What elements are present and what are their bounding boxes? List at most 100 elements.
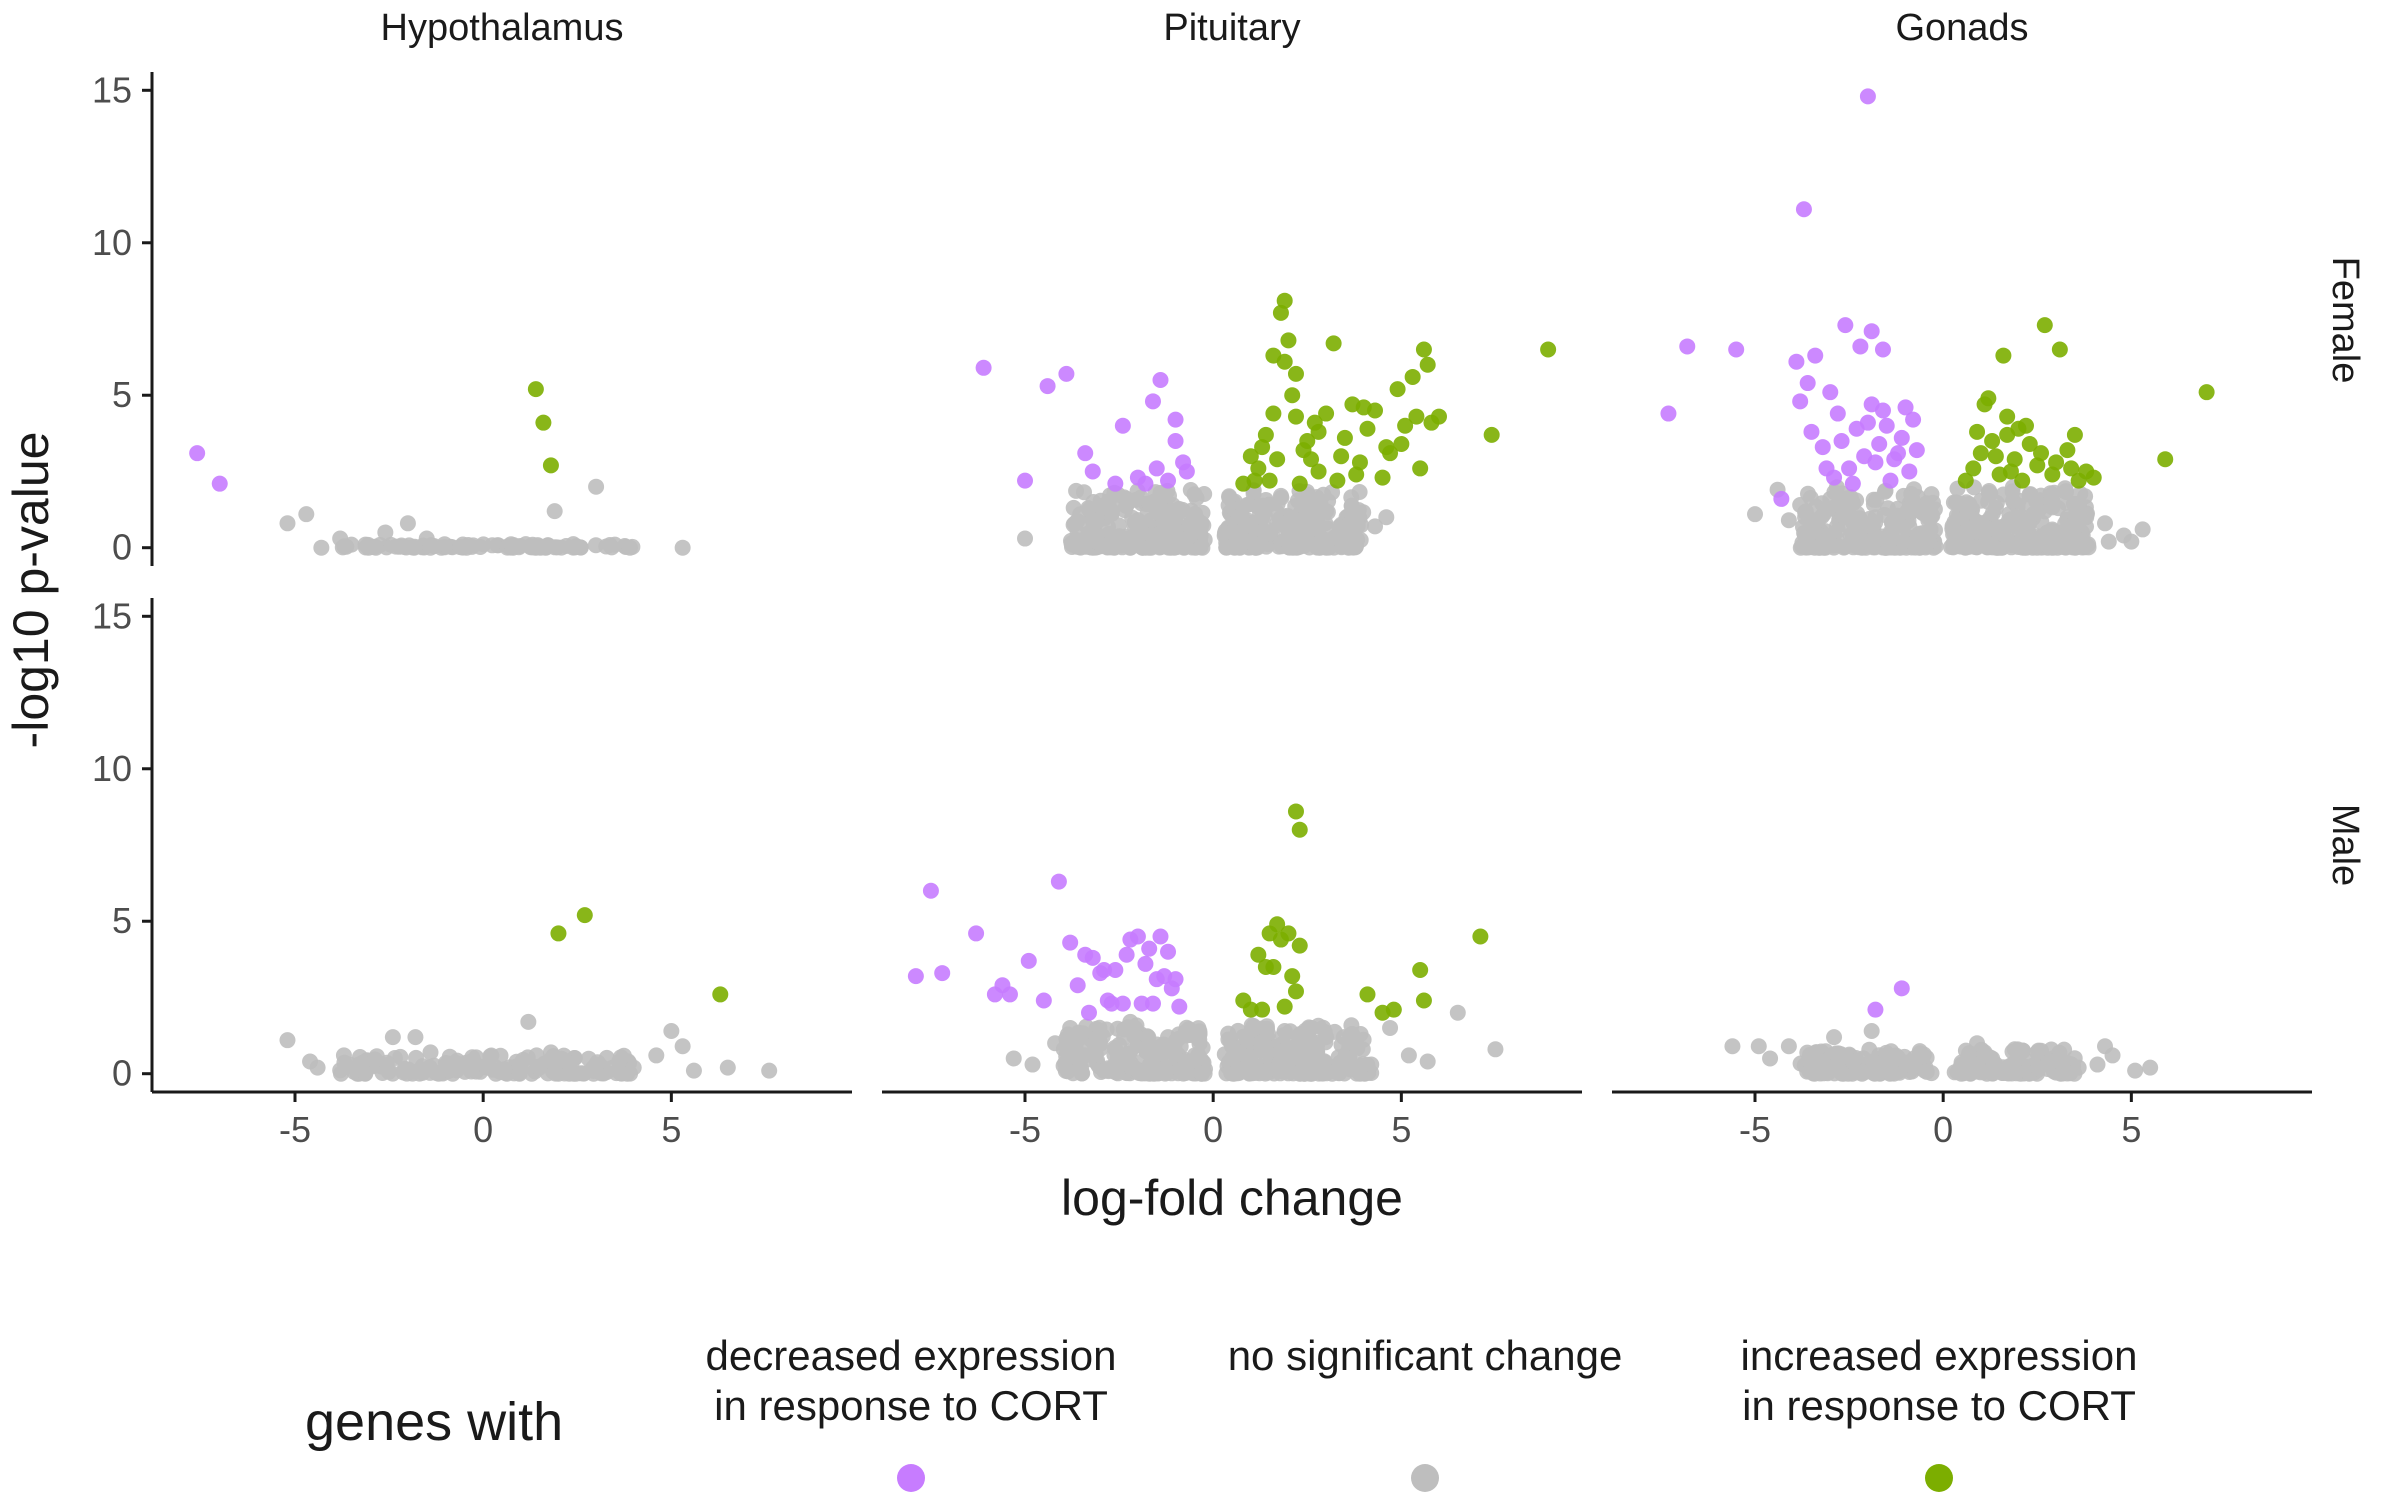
point-no-change	[588, 1056, 605, 1073]
point-no-change	[1196, 486, 1213, 502]
point-increased	[1250, 946, 1267, 963]
point-decreased	[1167, 411, 1184, 428]
point-no-change	[1243, 1054, 1260, 1071]
point-decreased	[1897, 399, 1914, 416]
point-no-change	[452, 539, 469, 556]
point-no-change	[1363, 1056, 1380, 1073]
point-decreased	[1792, 393, 1809, 410]
point-increased	[1276, 292, 1293, 309]
point-decreased	[922, 882, 939, 899]
point-no-change	[1333, 527, 1350, 544]
point-no-change	[1167, 521, 1184, 538]
y-tick-label: 5	[112, 900, 132, 941]
point-increased	[1351, 454, 1368, 471]
point-decreased	[1822, 384, 1839, 401]
point-no-change	[1382, 1019, 1399, 1036]
point-increased	[1397, 417, 1414, 434]
x-tick-label: -5	[1009, 1109, 1041, 1150]
point-no-change	[2080, 539, 2097, 556]
y-tick-label: 10	[92, 222, 132, 263]
point-no-change	[1954, 1056, 1970, 1073]
point-no-change	[1899, 502, 1916, 519]
point-no-change	[2134, 521, 2151, 538]
point-no-change	[1299, 1038, 1316, 1055]
point-no-change	[1916, 530, 1933, 547]
x-tick-label: 0	[473, 1109, 493, 1150]
point-no-change	[1911, 1043, 1928, 1060]
point-increased	[1483, 426, 1500, 443]
legend-key-increased	[1925, 1464, 1953, 1492]
point-increased	[712, 986, 729, 1003]
point-no-change	[279, 515, 296, 532]
point-increased	[2017, 417, 2034, 434]
point-no-change	[719, 1059, 736, 1076]
strip-label-male: Male	[2324, 804, 2366, 886]
point-no-change	[1318, 1029, 1335, 1046]
point-decreased	[1795, 201, 1812, 218]
legend: genes with decreased expression in respo…	[305, 1332, 2137, 1492]
point-no-change	[380, 1063, 397, 1080]
legend-label-decreased-line2: in response to CORT	[714, 1382, 1108, 1429]
point-increased	[1287, 983, 1304, 1000]
point-increased	[1242, 1001, 1259, 1018]
point-decreased	[1878, 417, 1895, 434]
point-no-change	[1071, 1030, 1088, 1047]
x-tick-label: 5	[2121, 1109, 2141, 1150]
point-decreased	[1107, 475, 1124, 492]
point-increased	[1269, 451, 1286, 468]
legend-key-none	[1411, 1464, 1439, 1492]
point-no-change	[1780, 512, 1797, 529]
point-no-change	[1807, 512, 1824, 529]
y-tick-label: 0	[112, 527, 132, 568]
point-no-change	[1224, 1050, 1240, 1067]
point-no-change	[313, 539, 330, 556]
point-no-change	[625, 1059, 642, 1076]
legend-label-none: no significant change	[1228, 1332, 1623, 1379]
point-decreased	[1908, 442, 1925, 459]
point-increased	[1359, 986, 1376, 1003]
point-no-change	[1055, 1057, 1072, 1074]
point-no-change	[1089, 534, 1106, 551]
point-no-change	[1239, 497, 1256, 514]
point-increased	[2033, 445, 2050, 462]
point-no-change	[1449, 1004, 1466, 1021]
point-no-change	[1272, 487, 1289, 504]
point-decreased	[1799, 375, 1816, 392]
point-no-change	[2100, 533, 2117, 550]
point-no-change	[279, 1032, 296, 1049]
point-increased	[2044, 466, 2061, 483]
point-no-change	[606, 536, 623, 553]
point-decreased	[1141, 940, 1158, 957]
axes-layer: 0 5 10 15 0 5 10 15 -5 0 5 -5 0 5 -5 0 5	[92, 69, 2312, 1150]
point-decreased	[1841, 460, 1858, 477]
point-increased	[1972, 445, 1989, 462]
point-no-change	[2078, 509, 2095, 526]
point-no-change	[445, 1056, 462, 1073]
point-no-change	[1837, 503, 1854, 520]
point-increased	[2002, 463, 2019, 480]
point-decreased	[1167, 432, 1184, 449]
point-increased	[1389, 381, 1406, 398]
point-no-change	[648, 1047, 665, 1064]
point-no-change	[685, 1062, 702, 1079]
point-decreased	[907, 968, 924, 985]
point-decreased	[1096, 962, 1113, 979]
point-no-change	[1284, 1047, 1301, 1064]
panels-layer	[189, 88, 2215, 1082]
point-increased	[1415, 341, 1432, 358]
point-no-change	[1148, 1060, 1165, 1077]
point-increased	[1269, 916, 1286, 933]
point-no-change	[1863, 1023, 1880, 1040]
point-no-change	[1762, 1050, 1779, 1067]
point-no-change	[2142, 1059, 2159, 1076]
point-no-change	[1248, 539, 1265, 556]
point-increased	[2059, 442, 2076, 459]
point-increased	[1310, 463, 1327, 480]
point-increased	[1250, 460, 1267, 477]
point-no-change	[1792, 539, 1809, 556]
point-no-change	[1318, 503, 1335, 520]
x-axis-title: log-fold change	[1061, 1170, 1403, 1226]
point-no-change	[398, 539, 415, 556]
point-decreased	[1077, 445, 1094, 462]
point-no-change	[557, 1053, 574, 1070]
